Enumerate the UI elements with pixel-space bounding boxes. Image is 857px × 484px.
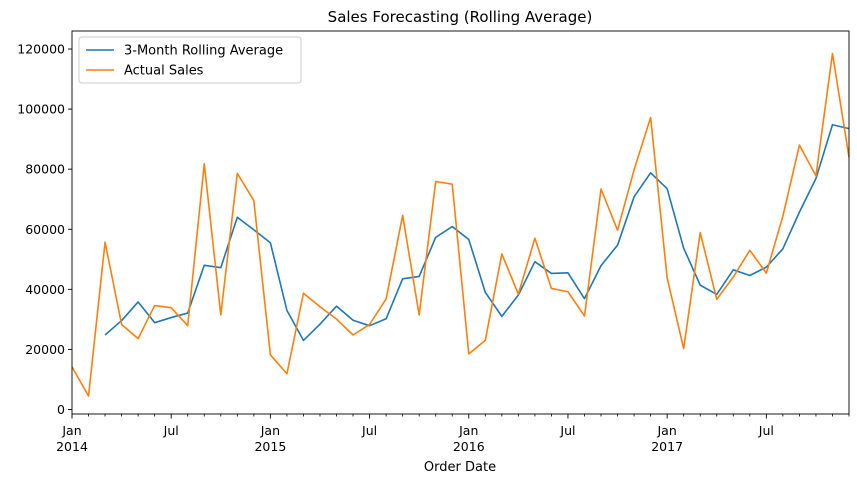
x-tick-label: Jul	[559, 423, 575, 438]
y-tick-label: 80000	[25, 162, 65, 177]
x-tick-year-label: 2014	[56, 439, 88, 454]
y-tick-label: 40000	[25, 282, 65, 297]
x-tick-label: Jan	[61, 423, 81, 438]
x-tick-label: Jan	[458, 423, 478, 438]
x-tick-label: Jan	[657, 423, 677, 438]
y-tick-label: 100000	[17, 102, 65, 117]
x-tick-label: Jul	[758, 423, 774, 438]
y-axis: 0 20000 40000 60000 80000 100000 120000	[17, 42, 72, 417]
y-tick-label: 20000	[25, 342, 65, 357]
legend: 3-Month Rolling Average Actual Sales	[78, 36, 302, 84]
series-lines	[71, 52, 850, 397]
x-tick-year-label: 2015	[254, 439, 286, 454]
series-line-actual-sales	[71, 52, 850, 397]
y-tick-label: 60000	[25, 222, 65, 237]
series-line-rolling-average	[104, 123, 850, 342]
y-tick-label: 120000	[17, 42, 65, 57]
x-tick-label: Jul	[163, 423, 179, 438]
legend-box	[78, 36, 302, 84]
x-tick-year-label: 2016	[453, 439, 485, 454]
legend-label-actual-sales: Actual Sales	[124, 64, 204, 79]
chart-title: Sales Forecasting (Rolling Average)	[328, 8, 593, 26]
y-tick-label: 0	[57, 402, 65, 417]
x-axis-title: Order Date	[424, 460, 496, 475]
legend-label-rolling-average: 3-Month Rolling Average	[124, 44, 283, 59]
x-tick-label: Jan	[260, 423, 280, 438]
plot-frame	[71, 30, 850, 415]
x-tick-year-label: 2017	[651, 439, 683, 454]
x-tick-label: Jul	[361, 423, 377, 438]
